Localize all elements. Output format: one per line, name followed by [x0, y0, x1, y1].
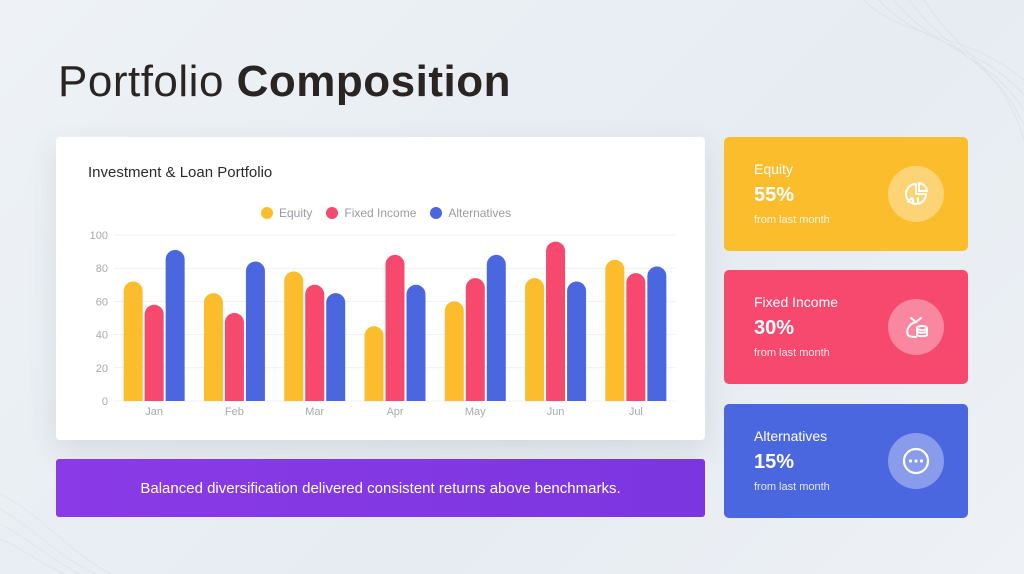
legend-item-fixed-income: Fixed Income	[326, 206, 416, 220]
stat-sub-alternatives: from last month	[754, 481, 830, 493]
bar-alternatives-apr	[406, 284, 426, 401]
bar-alternatives-jul	[647, 266, 667, 401]
legend-label-alternatives: Alternatives	[448, 206, 512, 220]
stat-value-alternatives: 15%	[754, 451, 795, 473]
bar-equity-jan	[123, 281, 143, 401]
legend-item-equity: Equity	[261, 206, 312, 220]
bar-equity-jul	[605, 259, 625, 401]
x-tick-label: Jun	[547, 406, 565, 418]
y-tick-label: 80	[96, 263, 108, 275]
y-tick-label: 0	[102, 396, 108, 408]
stat-sub-fixed-income: from last month	[754, 347, 830, 359]
more-dots-icon	[888, 433, 944, 489]
bar-equity-feb	[203, 293, 223, 401]
x-tick-label: Mar	[305, 406, 324, 418]
legend-dot-alternatives	[430, 207, 443, 219]
bar-equity-jun	[525, 278, 545, 401]
x-tick-label: Jan	[145, 406, 163, 418]
y-tick-label: 40	[96, 330, 108, 342]
bar-alternatives-jun	[567, 281, 587, 401]
stat-card-fixed-income: Fixed Income 30% from last month	[724, 270, 968, 384]
bar-fixed-income-jun	[546, 241, 566, 401]
page-title-light: Portfolio	[58, 57, 224, 106]
y-tick-label: 100	[90, 230, 108, 242]
legend-dot-equity	[261, 207, 273, 219]
bar-alternatives-feb	[245, 261, 265, 401]
legend-label-fixed-income: Fixed Income	[344, 206, 417, 220]
legend-label-equity: Equity	[279, 206, 313, 220]
bar-equity-mar	[284, 271, 304, 401]
decorative-lines-top-right	[863, 0, 1024, 140]
legend-item-alternatives: Alternatives	[430, 206, 511, 220]
x-tick-label: Feb	[225, 406, 244, 418]
bar-fixed-income-apr	[385, 254, 405, 401]
bar-fixed-income-may	[465, 278, 485, 401]
bar-fixed-income-jul	[626, 273, 646, 401]
pie-chart-icon	[888, 166, 944, 222]
stat-card-alternatives: Alternatives 15% from last month	[724, 404, 968, 518]
bar-equity-apr	[364, 326, 384, 401]
stat-sub-equity: from last month	[754, 214, 830, 226]
page-title-bold: Composition	[236, 57, 512, 106]
bar-alternatives-mar	[326, 293, 346, 401]
chart-legend: Equity Fixed Income Alternatives	[261, 206, 511, 220]
bar-chart: 0 20 40 60 80 100 Jan Feb Mar Apr May Jun Jul	[90, 230, 676, 418]
summary-banner-text: Balanced diversification delivered consi…	[140, 479, 621, 497]
bar-fixed-income-feb	[224, 313, 244, 401]
bar-alternatives-may	[486, 254, 506, 401]
bar-fixed-income-jan	[144, 304, 164, 401]
stat-label-alternatives: Alternatives	[754, 428, 828, 444]
decorative-lines-bottom-left	[0, 493, 111, 574]
page-title: Portfolio Composition	[58, 56, 511, 108]
bar-alternatives-jan	[165, 249, 185, 401]
x-tick-label: Jul	[629, 406, 643, 418]
stat-label-equity: Equity	[754, 161, 793, 177]
x-tick-label: Apr	[386, 406, 403, 418]
legend-dot-fixed-income	[326, 207, 339, 219]
stat-value-fixed-income: 30%	[754, 317, 795, 339]
stat-value-equity: 55%	[754, 184, 795, 206]
summary-banner: Balanced diversification delivered consi…	[56, 459, 705, 517]
stat-label-fixed-income: Fixed Income	[754, 294, 839, 310]
money-bag-icon	[888, 299, 944, 355]
chart-card: Investment & Loan Portfolio Equity Fixed…	[56, 137, 705, 440]
bar-fixed-income-mar	[305, 284, 325, 401]
y-tick-label: 20	[96, 363, 108, 375]
chart-title: Investment & Loan Portfolio	[88, 164, 273, 181]
bar-equity-may	[444, 301, 464, 401]
stat-card-equity: Equity 55% from last month	[724, 137, 968, 251]
x-tick-label: May	[465, 406, 486, 418]
y-tick-label: 60	[96, 296, 108, 308]
